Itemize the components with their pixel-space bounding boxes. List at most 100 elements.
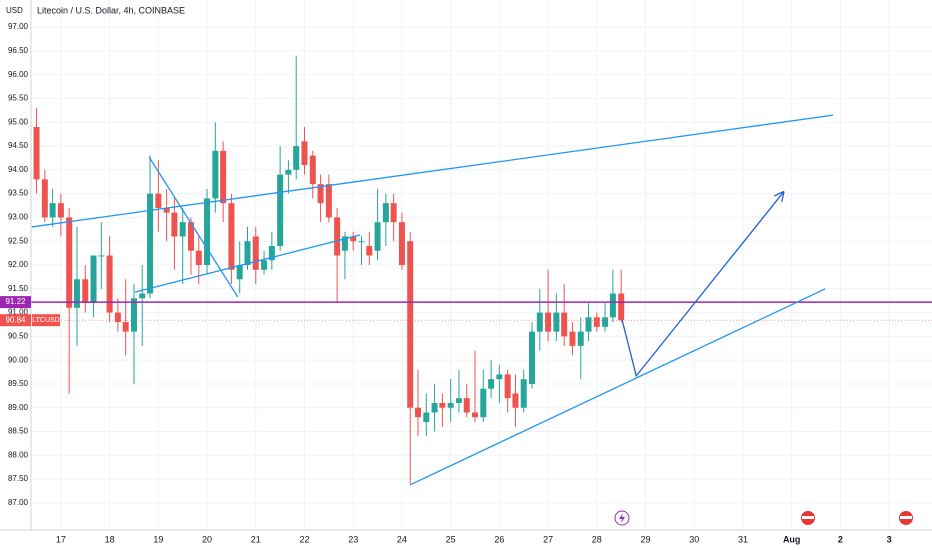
candle-body (602, 317, 609, 327)
candle-body (285, 169, 292, 175)
y-tick-label: 90.50 (8, 331, 29, 340)
trend-line (31, 114, 834, 228)
candle-body (163, 207, 170, 213)
y-tick-label: 89.50 (8, 379, 29, 388)
y-tick-label: 87.50 (8, 474, 29, 483)
candle-body (585, 317, 592, 332)
candle-body (455, 398, 462, 403)
axis-unit: USD (6, 6, 23, 15)
candle-body (447, 402, 454, 408)
x-tick-label: 19 (153, 534, 163, 544)
candle-body (139, 293, 146, 299)
candle-body (204, 198, 211, 265)
x-tick-label: 30 (689, 534, 699, 544)
candle-body (244, 241, 251, 265)
x-tick-label: 21 (251, 534, 261, 544)
price-tag-label: 91.22 (5, 297, 26, 306)
candle-body (57, 203, 64, 218)
event-flag-stripe (900, 516, 912, 519)
plot (31, 55, 932, 486)
candle-body (350, 236, 357, 242)
candle-body (569, 331, 576, 346)
candle-body (577, 331, 584, 346)
candle-body (171, 212, 178, 237)
candle-body (439, 402, 446, 408)
candle-body (277, 174, 284, 246)
candle-body (472, 412, 479, 418)
price-tag (0, 314, 31, 327)
candle-body (488, 379, 495, 389)
y-tick-label: 93.00 (8, 213, 29, 222)
candle-body (195, 250, 202, 265)
candle-body (358, 241, 365, 243)
trend-line (134, 234, 361, 293)
candle-body (106, 255, 113, 313)
candle-body (187, 222, 194, 251)
x-tick-label: 27 (543, 534, 553, 544)
y-tick-label: 88.00 (8, 450, 29, 459)
candle-body (609, 293, 616, 318)
x-tick-label: 24 (397, 534, 407, 544)
candle-body (82, 279, 89, 304)
candle-body (618, 293, 625, 321)
x-tick-label: 28 (592, 534, 602, 544)
candle-body (407, 241, 414, 408)
candle-body (463, 398, 470, 413)
price-tag (0, 296, 31, 309)
y-tick-label: 89.00 (8, 403, 29, 412)
candle-body (325, 184, 332, 218)
x-tick-label: 31 (738, 534, 748, 544)
candle-body (236, 265, 243, 280)
symbol-tag-label: LTCUSD (32, 317, 59, 324)
candle-body (545, 312, 552, 332)
candle-body (529, 331, 536, 384)
trend-line (621, 192, 783, 378)
price-tag-label: 90.84 (5, 315, 26, 324)
trend-line (148, 156, 239, 298)
axes: 87.00 87.50 88.00 88.50 89.00 89.50 90.00 90.50… (0, 22, 892, 544)
y-tick-label: 92.50 (8, 236, 29, 245)
candle-body (66, 217, 73, 308)
event-icon (614, 510, 630, 526)
candle-body (220, 150, 227, 204)
candle-body (480, 388, 487, 418)
y-tick-label: 96.50 (8, 46, 29, 55)
candle-body (317, 184, 324, 204)
candle-body (33, 127, 40, 180)
symbol-tag (32, 314, 60, 327)
y-tick-label: 97.00 (8, 22, 29, 31)
x-tick-label: 3 (887, 534, 892, 544)
y-tick-label: 88.50 (8, 427, 29, 436)
y-tick-label: 92.00 (8, 260, 29, 269)
y-tick-label: 91.50 (8, 284, 29, 293)
y-tick-label: 95.50 (8, 94, 29, 103)
candle-body (98, 255, 105, 257)
candle-body (41, 179, 48, 218)
candle-body (504, 374, 511, 399)
candle-body (309, 155, 316, 185)
y-tick-label: 94.50 (8, 141, 29, 150)
y-tick-label: 87.00 (8, 498, 29, 507)
candle-body (212, 150, 219, 199)
y-tick-label: 93.50 (8, 189, 29, 198)
y-tick-label: 90.00 (8, 355, 29, 364)
candle-body (293, 146, 300, 170)
candle-body (147, 193, 154, 294)
candle-body (374, 222, 381, 251)
candle-body (301, 141, 308, 166)
candle-body (431, 402, 438, 413)
x-tick-label: Aug (783, 534, 801, 544)
candle-body (155, 193, 162, 208)
candle-body (73, 279, 80, 308)
y-tick-label: 91.00 (8, 308, 29, 317)
candle-body (496, 374, 503, 380)
candle-body (49, 203, 56, 218)
x-tick-label: 17 (56, 534, 66, 544)
candle-body (390, 203, 397, 223)
event-icons (614, 510, 913, 526)
candle-body (553, 312, 560, 332)
trend-line (409, 288, 826, 486)
candle-body (268, 245, 275, 261)
event-icon-bolt (619, 513, 625, 523)
